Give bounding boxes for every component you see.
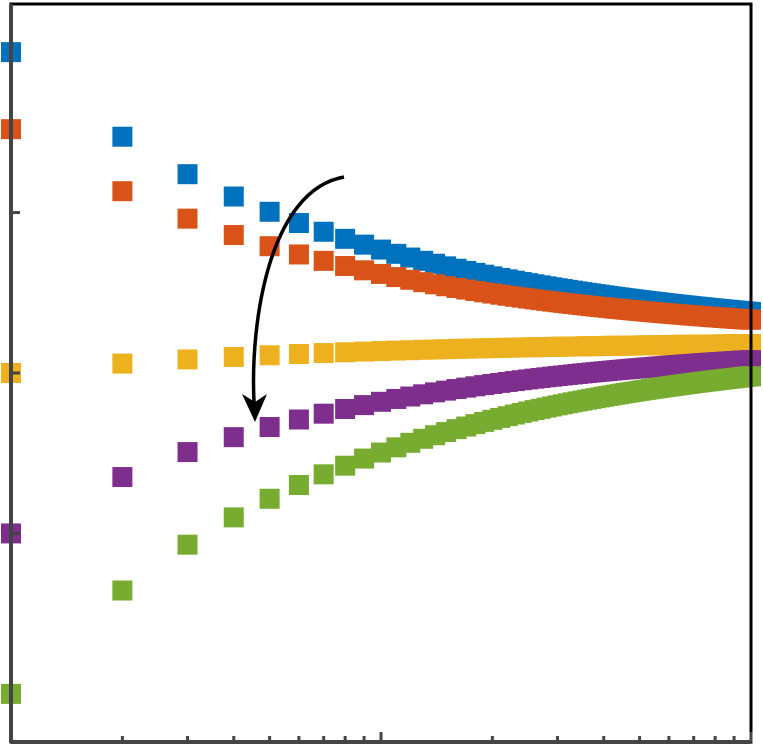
data-point bbox=[354, 260, 375, 281]
data-point bbox=[259, 417, 280, 438]
data-points bbox=[1, 42, 761, 704]
data-point bbox=[259, 201, 280, 222]
data-point bbox=[259, 488, 280, 509]
curved-arrow bbox=[251, 175, 345, 403]
series-5 bbox=[1, 366, 761, 704]
series-3 bbox=[1, 334, 761, 383]
data-point bbox=[112, 353, 133, 374]
data-point bbox=[335, 455, 356, 476]
data-point bbox=[371, 263, 391, 284]
data-point bbox=[371, 391, 391, 412]
data-point bbox=[177, 208, 198, 229]
data-point bbox=[223, 225, 244, 246]
data-point bbox=[177, 349, 198, 370]
data-point bbox=[177, 164, 198, 185]
data-point bbox=[112, 181, 133, 202]
series-4 bbox=[1, 350, 761, 544]
data-point bbox=[288, 244, 309, 265]
data-point bbox=[288, 475, 309, 496]
data-point bbox=[288, 213, 309, 234]
data-point bbox=[354, 395, 375, 416]
data-point bbox=[335, 228, 356, 249]
series-2 bbox=[1, 119, 761, 330]
data-point bbox=[313, 221, 334, 242]
data-point bbox=[112, 580, 133, 601]
data-point bbox=[354, 448, 375, 469]
data-point bbox=[112, 467, 133, 488]
data-point bbox=[259, 345, 280, 366]
data-point bbox=[313, 250, 334, 271]
data-point bbox=[112, 126, 133, 147]
data-point bbox=[335, 398, 356, 419]
data-point bbox=[371, 239, 391, 260]
data-point bbox=[177, 442, 198, 463]
data-point bbox=[223, 507, 244, 528]
data-point bbox=[223, 346, 244, 367]
data-point bbox=[313, 343, 334, 364]
data-point bbox=[335, 342, 356, 363]
data-point bbox=[223, 427, 244, 448]
data-point bbox=[288, 409, 309, 430]
data-point bbox=[371, 341, 391, 362]
data-point bbox=[313, 403, 334, 424]
data-point bbox=[223, 186, 244, 207]
data-point bbox=[335, 256, 356, 277]
arrow-head bbox=[242, 394, 267, 422]
data-point bbox=[354, 234, 375, 255]
data-point bbox=[177, 534, 198, 555]
data-point bbox=[354, 341, 375, 362]
annotations bbox=[242, 175, 345, 422]
data-point bbox=[313, 464, 334, 485]
data-point bbox=[288, 344, 309, 365]
axis-ticks bbox=[9, 211, 753, 742]
data-point bbox=[371, 442, 391, 463]
